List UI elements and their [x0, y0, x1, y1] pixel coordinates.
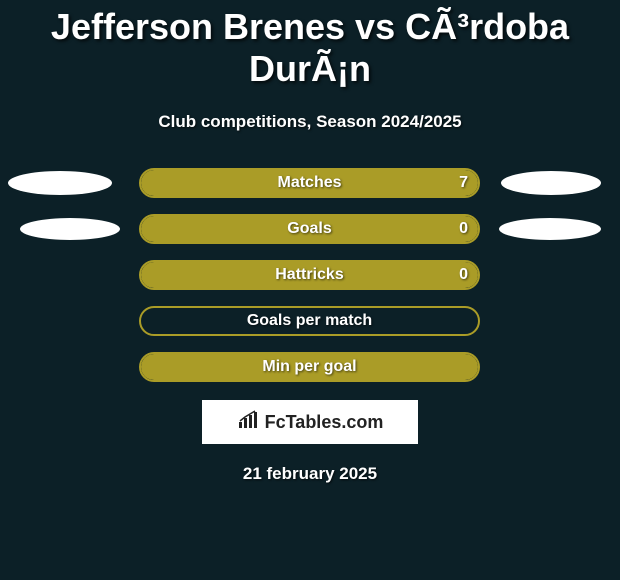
bar-track	[139, 306, 480, 336]
stat-row-min-per-goal: Min per goal	[0, 352, 620, 382]
logo-text: FcTables.com	[237, 410, 384, 435]
stat-row-matches: Matches 7	[0, 168, 620, 198]
site-logo[interactable]: FcTables.com	[202, 400, 418, 444]
right-ellipse-icon	[501, 171, 601, 195]
stat-row-goals-per-match: Goals per match	[0, 306, 620, 336]
stat-row-goals: Goals 0	[0, 214, 620, 244]
bar-fill	[141, 216, 478, 242]
bar-track	[139, 214, 480, 244]
left-ellipse-icon	[8, 171, 112, 195]
page-title: Jefferson Brenes vs CÃ³rdoba DurÃ¡n	[0, 0, 620, 90]
subtitle: Club competitions, Season 2024/2025	[0, 112, 620, 132]
bar-track	[139, 352, 480, 382]
date-text: 21 february 2025	[0, 464, 620, 484]
logo-label: FcTables.com	[265, 412, 384, 433]
bar-fill	[141, 170, 478, 196]
chart-icon	[237, 410, 261, 435]
bar-fill	[141, 354, 478, 380]
bar-fill	[141, 262, 478, 288]
left-ellipse-icon	[20, 218, 120, 240]
right-ellipse-icon	[499, 218, 601, 240]
bar-track	[139, 260, 480, 290]
stats-area: Matches 7 Goals 0 Hattricks 0 Goals per …	[0, 168, 620, 382]
bar-track	[139, 168, 480, 198]
stat-row-hattricks: Hattricks 0	[0, 260, 620, 290]
